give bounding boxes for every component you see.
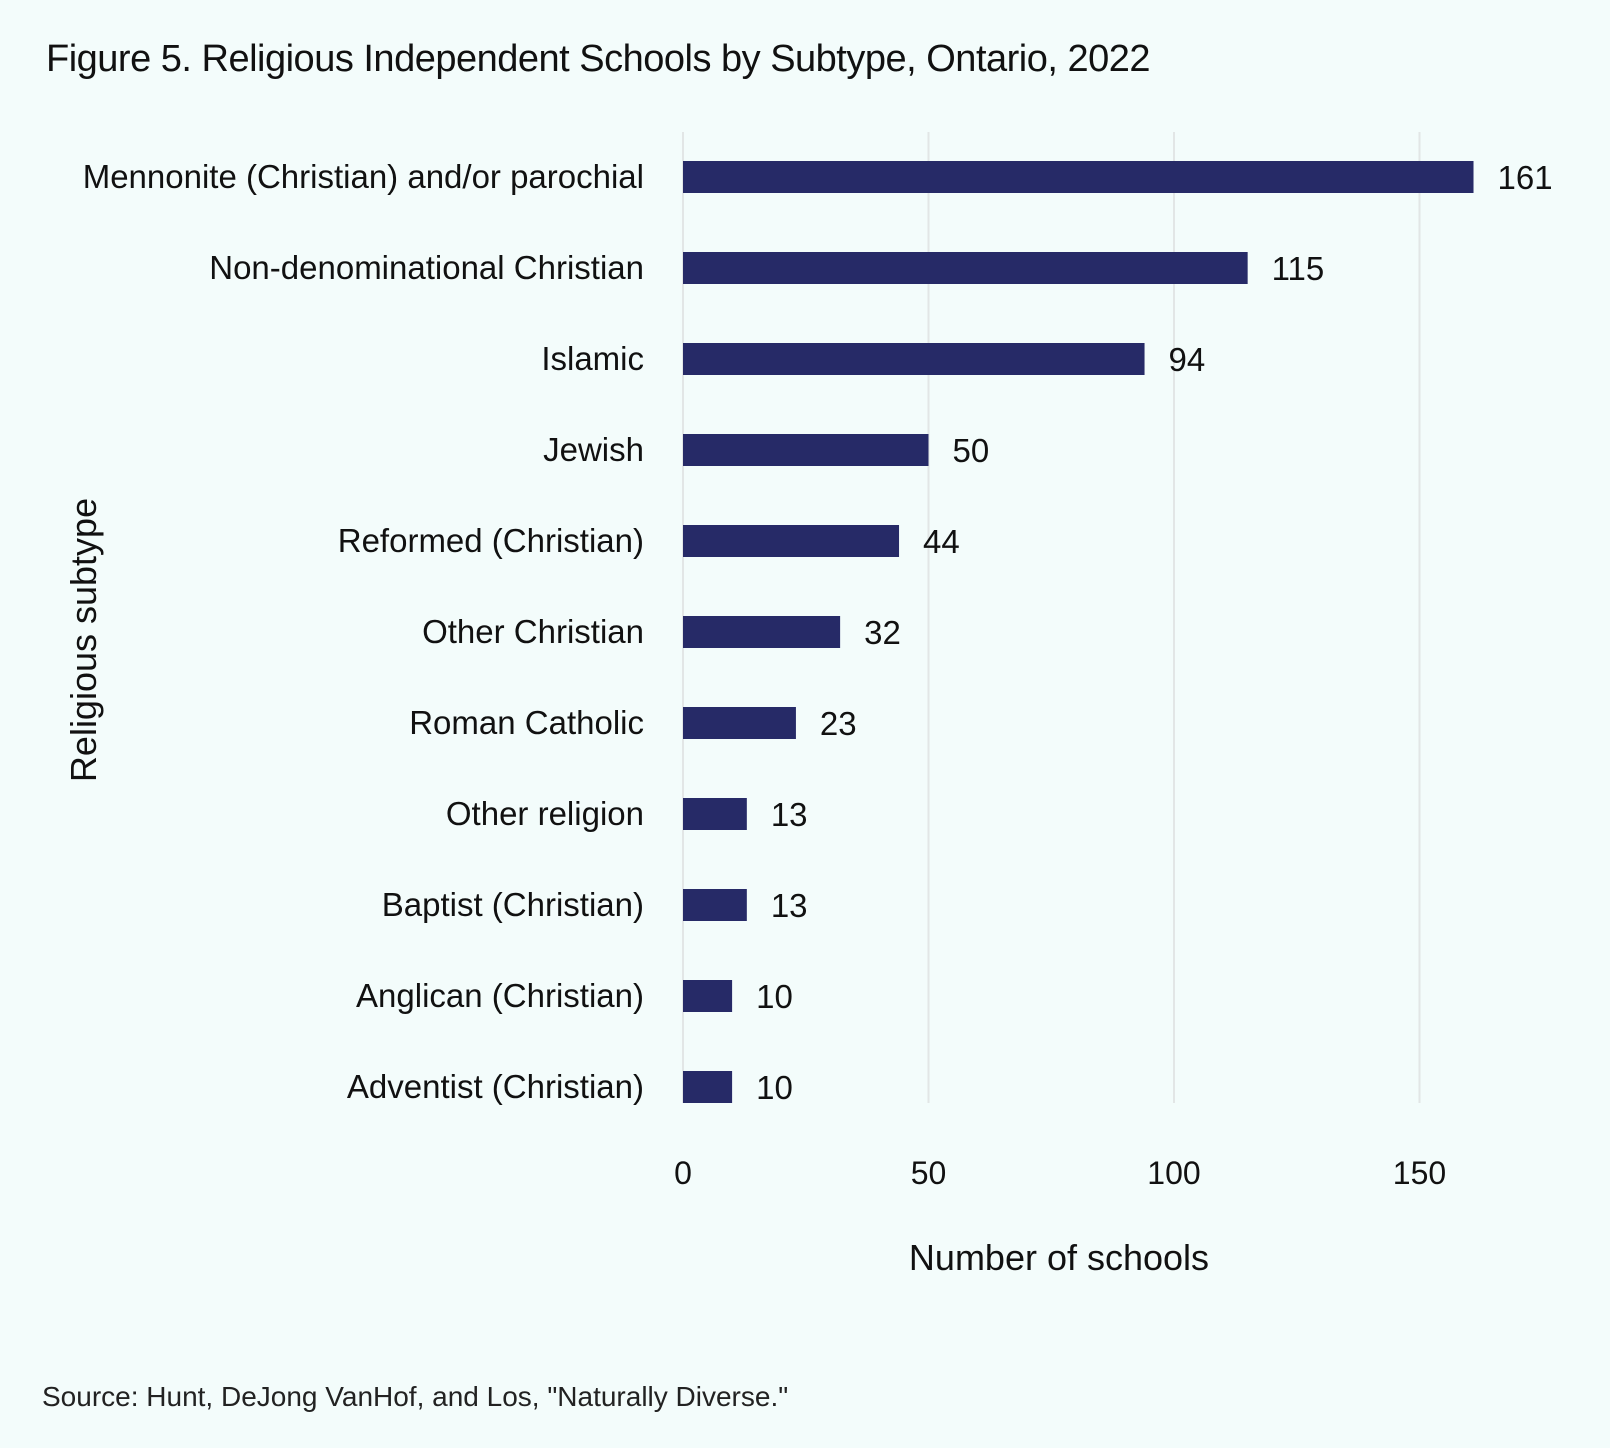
x-tick-label: 50 <box>911 1155 947 1191</box>
bar <box>683 889 747 921</box>
bar <box>683 1071 733 1103</box>
bar <box>683 343 1145 375</box>
bars <box>683 161 1474 1103</box>
bar <box>683 252 1248 284</box>
bar <box>683 525 900 557</box>
bar <box>683 434 929 466</box>
category-label: Jewish <box>543 431 644 468</box>
x-axis-ticks: 0 50 100 150 <box>674 1155 1446 1191</box>
category-label: Adventist (Christian) <box>347 1068 644 1105</box>
gridlines <box>682 132 1421 1103</box>
data-label: 44 <box>923 523 960 560</box>
category-label: Other Christian <box>422 613 644 650</box>
x-tick-label: 0 <box>674 1155 692 1191</box>
data-label: 10 <box>756 1069 793 1106</box>
x-tick-label: 100 <box>1147 1155 1200 1191</box>
source-note: Source: Hunt, DeJong VanHof, and Los, "N… <box>42 1381 789 1412</box>
data-label: 10 <box>756 978 793 1015</box>
data-label: 50 <box>953 432 990 469</box>
value-labels: 161 115 94 50 44 32 23 13 13 10 10 <box>756 159 1552 1106</box>
data-label: 115 <box>1272 250 1325 287</box>
data-label: 32 <box>864 614 901 651</box>
y-axis-title: Religious subtype <box>63 498 104 782</box>
category-label: Non-denominational Christian <box>209 249 644 286</box>
category-label: Anglican (Christian) <box>356 977 644 1014</box>
category-label: Other religion <box>446 795 644 832</box>
bar <box>683 980 733 1012</box>
chart-title: Figure 5. Religious Independent Schools … <box>46 38 1151 80</box>
x-axis-title: Number of schools <box>909 1237 1209 1278</box>
bar <box>683 161 1474 193</box>
data-label: 13 <box>771 796 808 833</box>
category-label: Islamic <box>541 340 644 377</box>
category-label: Reformed (Christian) <box>338 522 644 559</box>
data-label: 23 <box>820 705 857 742</box>
data-label: 161 <box>1498 159 1553 196</box>
category-label: Baptist (Christian) <box>382 886 644 923</box>
x-tick-label: 150 <box>1393 1155 1446 1191</box>
bar <box>683 616 841 648</box>
data-label: 13 <box>771 887 808 924</box>
category-labels: Mennonite (Christian) and/or parochial No… <box>83 158 644 1105</box>
bar <box>683 798 747 830</box>
bar <box>683 707 796 739</box>
category-label: Mennonite (Christian) and/or parochial <box>83 158 644 195</box>
category-label: Roman Catholic <box>409 704 644 741</box>
data-label: 94 <box>1169 341 1206 378</box>
